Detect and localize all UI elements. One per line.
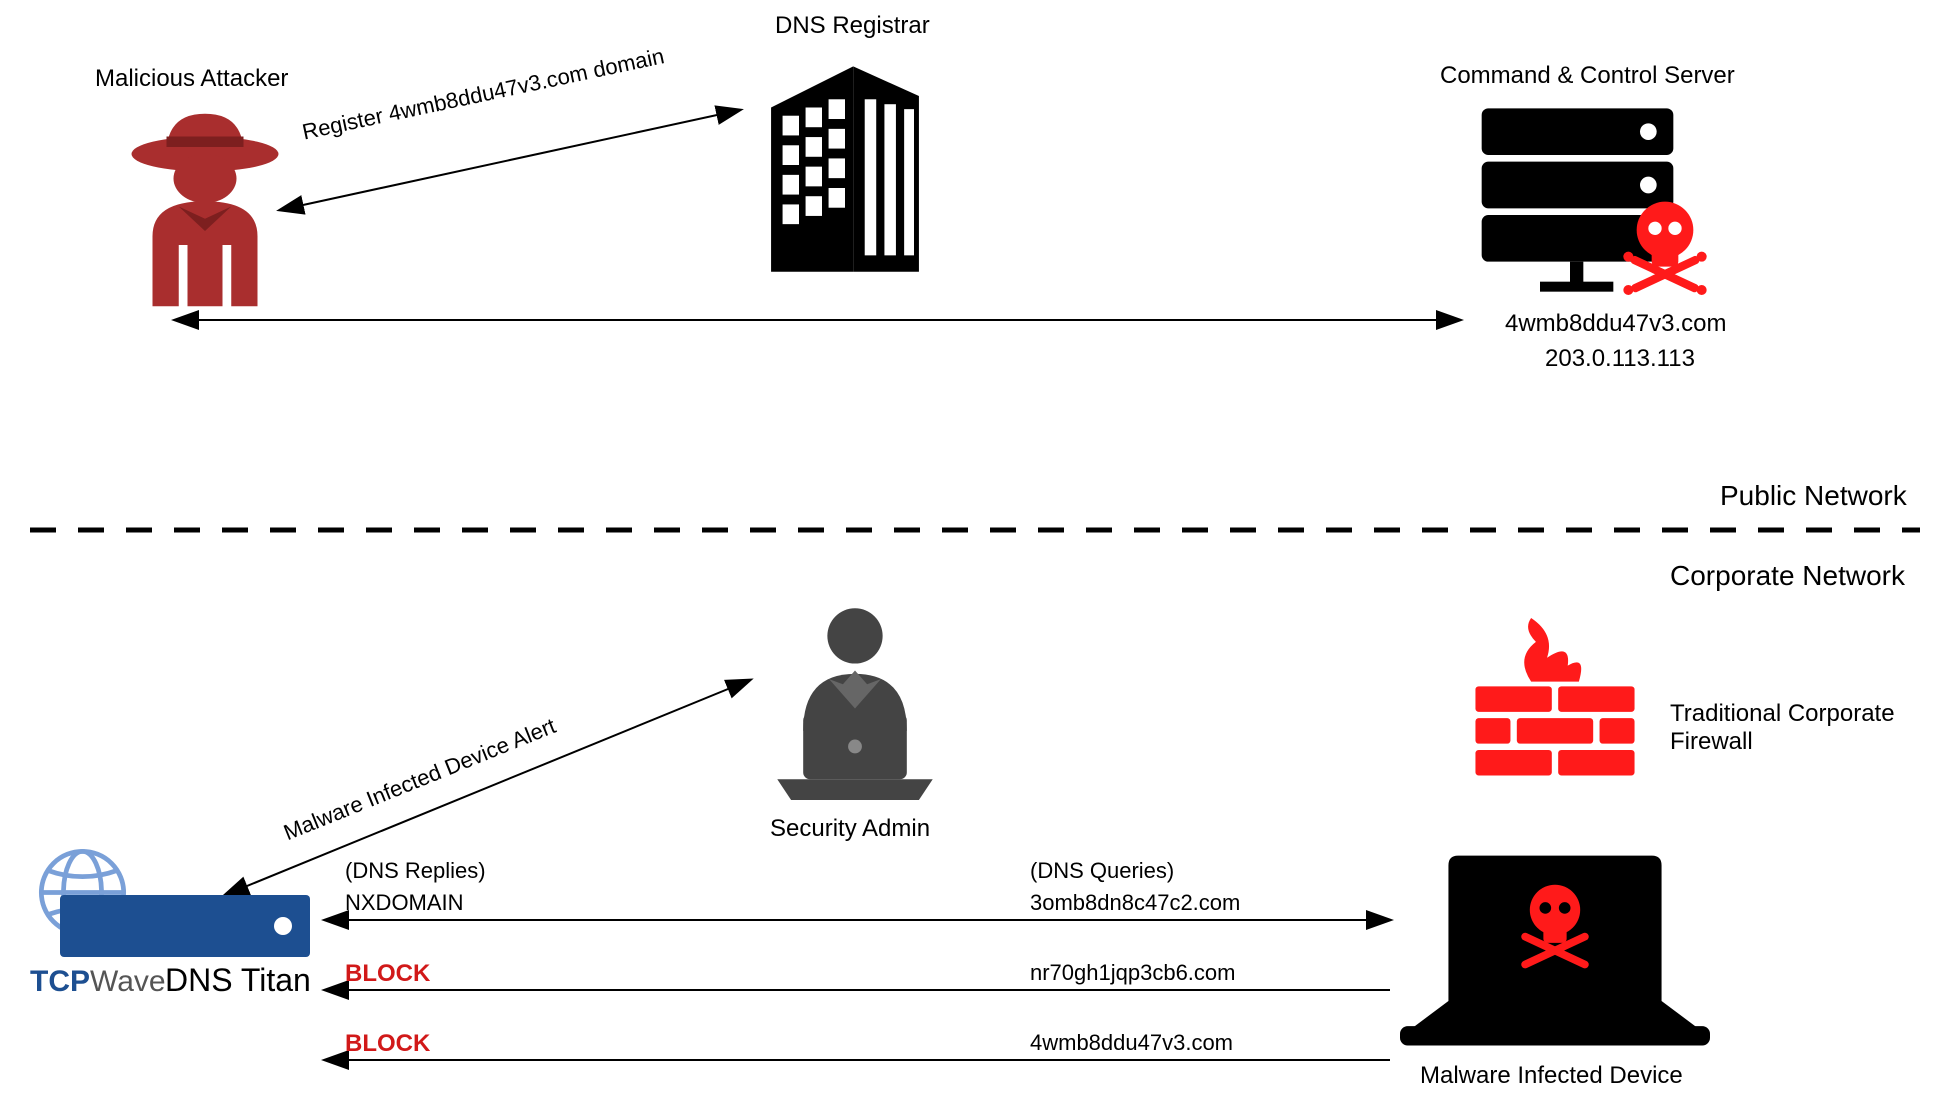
c2-icon	[1470, 100, 1710, 300]
dns3-query: 4wmb8ddu47v3.com	[1030, 1030, 1233, 1056]
corporate-network-label: Corporate Network	[1670, 560, 1905, 592]
admin-label: Security Admin	[770, 815, 930, 843]
registrar-label: DNS Registrar	[775, 12, 930, 40]
dns-titan-label: DNS Titan	[165, 962, 311, 999]
edge-alert	[225, 680, 750, 895]
dns2-reply: BLOCK	[345, 960, 430, 988]
c2-ip: 203.0.113.113	[1545, 345, 1695, 373]
dns1-reply: NXDOMAIN	[345, 890, 464, 916]
infected-device-icon	[1400, 845, 1710, 1060]
dns2-query: nr70gh1jqp3cb6.com	[1030, 960, 1235, 986]
c2-domain: 4wmb8ddu47v3.com	[1505, 310, 1726, 338]
firewall-label: Traditional Corporate Firewall	[1670, 700, 1950, 756]
dns3-reply: BLOCK	[345, 1030, 430, 1058]
tcpwave-brand: TCPWave	[30, 965, 166, 999]
attacker-icon	[115, 105, 295, 315]
dns-titan-box	[60, 895, 310, 957]
attacker-label: Malicious Attacker	[95, 65, 288, 93]
brand-suffix: Wave	[90, 965, 166, 998]
dns-queries-header: (DNS Queries)	[1030, 858, 1174, 884]
infected-label: Malware Infected Device	[1420, 1062, 1683, 1090]
brand-prefix: TCP	[30, 965, 90, 998]
dns-replies-header: (DNS Replies)	[345, 858, 486, 884]
registrar-icon	[760, 50, 930, 280]
c2-label: Command & Control Server	[1440, 62, 1735, 90]
dns1-query: 3omb8dn8c47c2.com	[1030, 890, 1240, 916]
firewall-icon	[1455, 610, 1655, 785]
admin-icon	[760, 600, 950, 810]
public-network-label: Public Network	[1720, 480, 1907, 512]
